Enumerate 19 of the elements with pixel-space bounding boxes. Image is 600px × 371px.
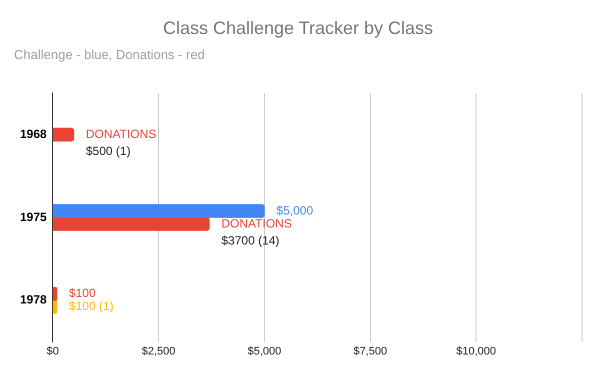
data-label: $100: [68, 286, 96, 300]
bar: [52, 300, 58, 314]
x-tick-label: $7,500: [353, 345, 388, 358]
x-tick-label: $10,000: [456, 345, 496, 358]
x-tick-label: $2,500: [142, 345, 176, 358]
data-label: $5,000: [276, 203, 314, 218]
chart-title: Class Challenge Tracker by Class: [162, 18, 434, 38]
x-tick-label: $5,000: [248, 345, 282, 358]
data-label: DONATIONS $500 (1): [86, 126, 156, 158]
bar: [52, 128, 74, 142]
data-label: DONATIONS $3700 (14): [221, 216, 292, 248]
data-label: $100 (1): [68, 299, 114, 314]
y-tick-label: 1968: [20, 126, 48, 141]
y-tick-label: 1975: [20, 210, 48, 224]
bar: [52, 204, 265, 218]
y-tick-label: 1978: [20, 292, 48, 307]
x-tick-label: $0: [46, 345, 59, 358]
chart-subtitle: Challenge - blue, Donations - red: [14, 46, 205, 62]
bar: [52, 287, 58, 301]
